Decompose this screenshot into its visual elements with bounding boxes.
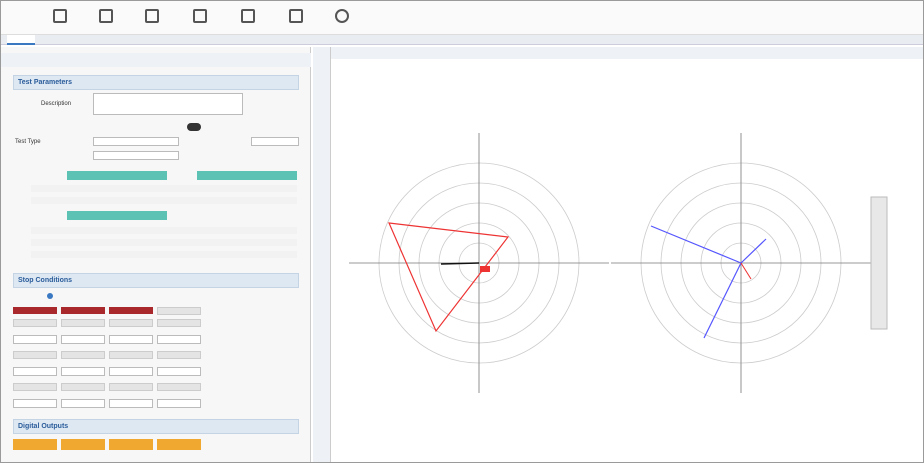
grid-input[interactable] xyxy=(13,383,57,391)
phasor xyxy=(441,263,479,264)
grid-input[interactable] xyxy=(61,351,105,359)
grid-input[interactable] xyxy=(157,367,201,376)
text-input[interactable] xyxy=(93,93,243,115)
toolbar-button[interactable] xyxy=(335,9,349,23)
grid-input[interactable] xyxy=(109,367,153,376)
toolbar-button[interactable] xyxy=(145,9,159,23)
grid-input[interactable] xyxy=(13,319,57,327)
table-row xyxy=(31,227,297,234)
column-header xyxy=(157,307,201,315)
table-header xyxy=(67,211,167,220)
field-label: Test Type xyxy=(15,139,41,145)
dropdown[interactable] xyxy=(251,137,299,146)
column-header xyxy=(109,307,153,314)
table-row xyxy=(31,185,297,192)
toolbar-button[interactable] xyxy=(241,9,255,23)
grid-input[interactable] xyxy=(13,399,57,408)
phasor xyxy=(741,239,766,263)
dropdown[interactable] xyxy=(93,151,179,160)
phasor-triangle xyxy=(389,223,508,331)
phasor xyxy=(741,263,751,279)
tabs-row xyxy=(1,53,311,67)
table-row xyxy=(31,239,297,246)
section-header: Test Parameters xyxy=(13,75,299,90)
tab[interactable] xyxy=(7,35,35,45)
grid-input[interactable] xyxy=(109,319,153,327)
grid-input[interactable] xyxy=(109,335,153,344)
view-header xyxy=(331,47,923,59)
grid-input[interactable] xyxy=(109,351,153,359)
phasor-marker xyxy=(480,266,490,272)
phasor xyxy=(704,263,741,338)
grid-input[interactable] xyxy=(157,351,201,359)
table-header xyxy=(67,171,167,180)
dropdown[interactable] xyxy=(93,137,179,146)
phasor xyxy=(651,226,741,263)
toolbar-button[interactable] xyxy=(53,9,67,23)
grid-input[interactable] xyxy=(109,399,153,408)
grid-input[interactable] xyxy=(61,319,105,327)
toolbar xyxy=(1,1,923,35)
output-button[interactable] xyxy=(61,439,105,450)
grid-input[interactable] xyxy=(109,383,153,391)
section-header: Stop Conditions xyxy=(13,273,299,288)
grid-input[interactable] xyxy=(61,367,105,376)
grid-input[interactable] xyxy=(157,319,201,327)
output-button[interactable] xyxy=(13,439,57,450)
table-header xyxy=(197,171,297,180)
grid-input[interactable] xyxy=(61,335,105,344)
app-window: Test Parameters Description Test Type St… xyxy=(0,0,924,463)
grid-input[interactable] xyxy=(13,367,57,376)
toolbar-button[interactable] xyxy=(193,9,207,23)
tab-bar xyxy=(1,35,923,45)
column-header xyxy=(61,307,105,314)
phasor-view xyxy=(331,47,923,462)
field-label: Description xyxy=(41,101,71,107)
column-header xyxy=(13,307,57,314)
left-panel: Test Parameters Description Test Type St… xyxy=(1,47,311,462)
legend-strip xyxy=(871,197,887,329)
table-row xyxy=(31,251,297,258)
polar-grids xyxy=(349,133,871,393)
table-row xyxy=(31,197,297,204)
toolbar-button[interactable] xyxy=(289,9,303,23)
grid-input[interactable] xyxy=(157,383,201,391)
grid-input[interactable] xyxy=(61,399,105,408)
section-header: Digital Outputs xyxy=(13,419,299,434)
output-button[interactable] xyxy=(109,439,153,450)
toggle[interactable] xyxy=(187,123,201,131)
grid-input[interactable] xyxy=(157,335,201,344)
grid-input[interactable] xyxy=(61,383,105,391)
radio[interactable] xyxy=(47,293,53,299)
output-button[interactable] xyxy=(157,439,201,450)
toolbar-button[interactable] xyxy=(99,9,113,23)
grid-input[interactable] xyxy=(13,335,57,344)
side-tabs xyxy=(313,47,331,462)
grid-input[interactable] xyxy=(157,399,201,408)
grid-input[interactable] xyxy=(13,351,57,359)
